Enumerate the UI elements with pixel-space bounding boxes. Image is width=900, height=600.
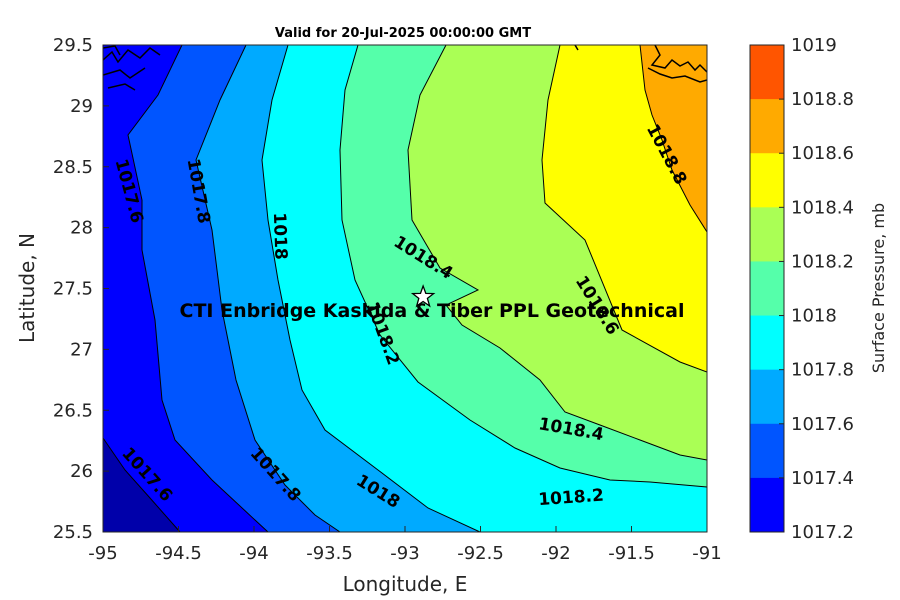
star-icon <box>410 284 436 308</box>
band-1018.8 <box>640 45 707 232</box>
y-axis-title: Latitude, N <box>15 233 39 343</box>
colorbar-tick-label: 1018.6 <box>791 143 854 164</box>
colorbar: 1019 1018.8 1018.6 1018.4 1018.2 1018 1017.8 10… <box>749 35 854 543</box>
colorbar-swatch <box>750 423 784 479</box>
band-1017.4 <box>103 45 268 532</box>
y-axis-ticks: 29.5 29 28.5 28 27.5 27 26.5 26 25.5 <box>53 35 109 543</box>
band-1017.2 <box>103 438 180 532</box>
y-tick-label: 28.5 <box>53 157 93 178</box>
colorbar-tick-label: 1017.6 <box>791 414 854 435</box>
filled-contour-bands <box>103 45 707 532</box>
contour-line <box>261 45 481 532</box>
colorbar-tick-label: 1017.8 <box>791 360 854 381</box>
y-tick-label: 28 <box>70 218 93 239</box>
colorbar-swatch <box>750 477 784 533</box>
x-tick-label: -91 <box>692 543 721 564</box>
colorbar-swatch <box>750 369 784 425</box>
y-tick-label: 26.5 <box>53 400 93 421</box>
colorbar-tick-label: 1018.4 <box>791 197 854 218</box>
x-tick-label: -92 <box>541 543 570 564</box>
y-tick-label: 29 <box>70 96 93 117</box>
colorbar-tick-label: 1017.4 <box>791 468 854 489</box>
coastline <box>103 45 707 91</box>
x-tick-label: -91.5 <box>608 543 655 564</box>
contour-line <box>127 45 269 532</box>
y-tick-label: 25.5 <box>53 522 93 543</box>
contour-line <box>195 45 341 532</box>
x-tick-label: -93.5 <box>306 543 353 564</box>
y-tick-label: 27 <box>70 339 93 360</box>
y-tick-label: 26 <box>70 461 93 482</box>
colorbar-tick-label: 1018.2 <box>791 251 854 272</box>
colorbar-tick-label: 1019 <box>791 35 837 56</box>
contour-line <box>541 45 707 373</box>
x-tick-label: -92.5 <box>457 543 504 564</box>
x-tick-label: -94.5 <box>155 543 202 564</box>
colorbar-swatch <box>750 207 784 262</box>
x-tick-label: -94 <box>239 543 268 564</box>
x-tick-label: -95 <box>88 543 117 564</box>
site-label: CTI Enbridge Kaskida & Tiber PPL Geotech… <box>180 300 685 322</box>
x-tick-label: -93 <box>390 543 419 564</box>
colorbar-tick-label: 1018.8 <box>791 89 854 110</box>
colorbar-swatch <box>750 261 784 317</box>
contour-line <box>639 45 707 233</box>
coastline-east <box>574 45 707 83</box>
x-axis-ticks: -95 -94.5 -94 -93.5 -93 -92.5 -92 -91.5 -91 <box>88 526 722 564</box>
colorbar-swatch <box>750 153 784 208</box>
colorbar-swatch <box>750 45 784 100</box>
colorbar-title: Surface Pressure, mb <box>869 203 888 373</box>
contour-label: 1018 <box>269 212 291 260</box>
contour-line <box>103 437 181 532</box>
colorbar-frame <box>749 44 785 533</box>
contour-line <box>339 45 707 488</box>
site-annotation: CTI Enbridge Kaskida & Tiber PPL Geotech… <box>180 284 685 322</box>
colorbar-swatch <box>750 99 784 154</box>
coastline-west <box>103 45 161 91</box>
contour-line <box>407 45 707 461</box>
x-axis-title: Longitude, E <box>343 572 468 596</box>
contour-lines <box>103 45 707 532</box>
colorbar-tick-label: 1017.2 <box>791 522 854 543</box>
colorbar-swatch <box>750 315 784 371</box>
map-title: Valid for 20-Jul-2025 00:00:00 GMT <box>275 26 531 41</box>
contour-label: 1018.2 <box>538 486 605 511</box>
y-tick-label: 29.5 <box>53 35 93 56</box>
y-tick-label: 27.5 <box>53 279 93 300</box>
colorbar-tick-label: 1018 <box>791 306 837 327</box>
